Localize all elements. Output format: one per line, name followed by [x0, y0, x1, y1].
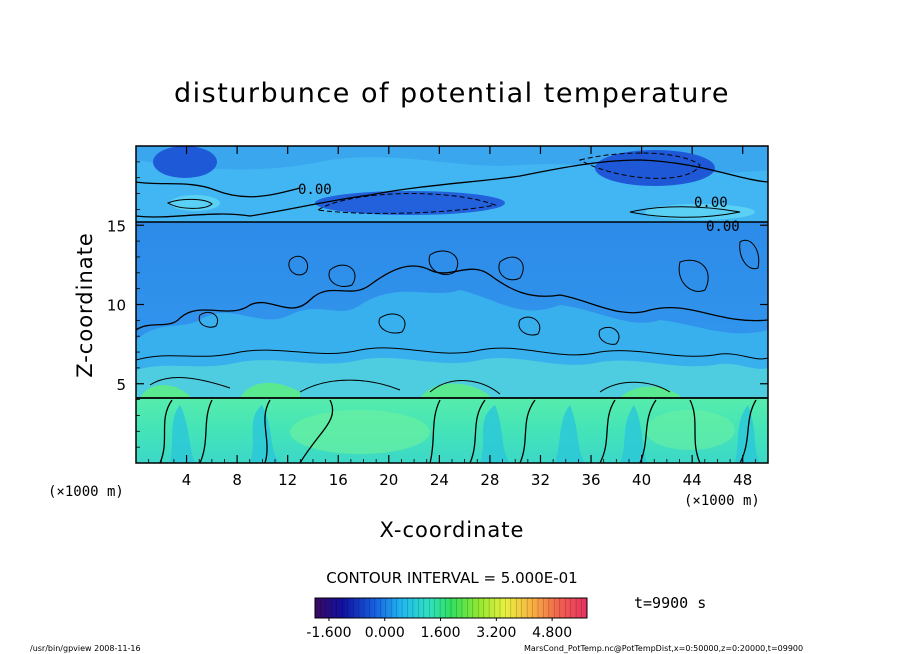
colorbar-tick-label: 4.800	[532, 625, 572, 641]
lower-bright-patch-2	[645, 410, 735, 450]
chart-title: disturbunce of potential temperature	[174, 78, 730, 109]
y-tick-label: 10	[107, 297, 126, 315]
time-label: t=9900 s	[634, 594, 706, 612]
x-unit-right: (×1000 m)	[684, 493, 760, 509]
x-tick-label: 20	[379, 471, 398, 489]
footer-right: MarsCond_PotTemp.nc@PotTempDist,x=0:5000…	[524, 644, 803, 653]
x-tick-label: 40	[632, 471, 651, 489]
y-tick-label: 15	[107, 217, 126, 235]
y-tick-label: 5	[116, 376, 126, 394]
x-tick-label: 4	[182, 471, 192, 489]
colorbar-divisions	[320, 598, 582, 618]
x-tick-label: 28	[480, 471, 499, 489]
deep-blue-patch-mid	[315, 191, 505, 215]
colorbar-tick-labels: -1.600 0.000 1.600 3.200 4.800	[306, 618, 572, 641]
y-axis-ticks: 5 10 15	[107, 161, 768, 448]
colorbar-tick-label: 0.000	[365, 625, 405, 641]
x-axis-label: X-coordinate	[380, 518, 525, 542]
contour-label-group: 0.00 0.00 0.00	[298, 182, 740, 235]
mid-aqua-band	[136, 357, 768, 398]
x-tick-label: 32	[531, 471, 550, 489]
footer-left: /usr/bin/gpview 2008-11-16	[30, 644, 141, 653]
x-axis-ticks: 4 8 12 16 20 24 28 32 36 40 44 48	[148, 146, 756, 489]
x-tick-label: 8	[232, 471, 242, 489]
light-patch-right	[645, 204, 755, 220]
deep-blue-patch-top-left	[153, 146, 217, 178]
x-unit-left: (×1000 m)	[48, 484, 124, 500]
x-tick-label: 16	[329, 471, 348, 489]
contour-label-1: 0.00	[298, 182, 332, 198]
colorbar-tick-label: -1.600	[306, 625, 351, 641]
mid-green-blobs	[140, 382, 680, 398]
lower-bright-patch	[290, 410, 430, 454]
x-tick-label: 12	[278, 471, 297, 489]
contour-interval-text: CONTOUR INTERVAL = 5.000E-01	[326, 569, 577, 587]
contour-label-2: 0.00	[694, 195, 728, 211]
dashed-contours	[316, 152, 701, 214]
heatmap-field	[136, 146, 768, 463]
deep-blue-patch-top-right	[595, 150, 715, 186]
contour-lines	[136, 159, 768, 463]
contour-label-3: 0.00	[706, 219, 740, 235]
colorbar-tick-label: 1.600	[420, 625, 460, 641]
x-tick-label: 36	[581, 471, 600, 489]
y-axis-label: Z-coordinate	[73, 232, 97, 378]
x-tick-label: 24	[430, 471, 449, 489]
colorbar-tick-label: 3.200	[476, 625, 516, 641]
x-tick-label: 48	[733, 471, 752, 489]
x-tick-label: 44	[683, 471, 702, 489]
